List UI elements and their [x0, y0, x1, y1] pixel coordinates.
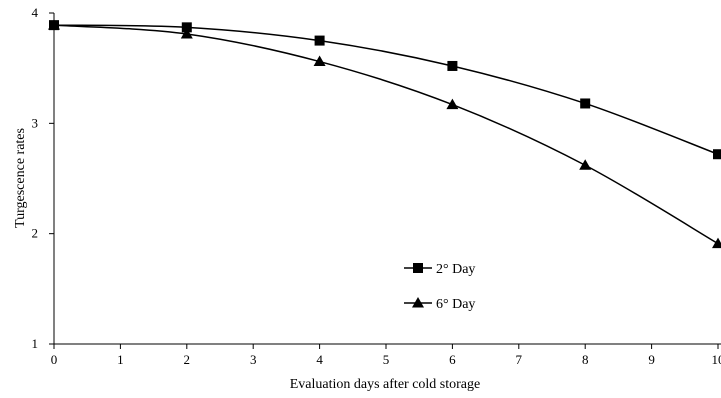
series-2-day-point	[314, 35, 325, 46]
legend-2-day-marker	[413, 263, 423, 273]
series-6-day-point	[313, 55, 326, 67]
x-axis-title: Evaluation days after cold storage	[290, 377, 480, 392]
series-6-day-point	[48, 19, 60, 30]
x-tick-label: 4	[316, 352, 323, 367]
series-2-day-point	[181, 22, 192, 33]
x-tick-label: 2	[184, 352, 191, 367]
series-2-day-point	[580, 98, 591, 109]
y-tick-label: 3	[32, 115, 39, 130]
x-tick-label: 8	[582, 352, 589, 367]
series-6-day-point	[446, 98, 459, 110]
y-axis-title: Turgescence rates	[13, 128, 28, 228]
x-tick-label: 7	[516, 352, 523, 367]
series-6-day-point	[579, 159, 592, 170]
plot-area: 0123456789101234	[32, 5, 721, 367]
x-tick-label: 9	[648, 352, 655, 367]
legend-2-day-label: 2° Day	[436, 262, 475, 277]
series-6-day-point	[712, 237, 721, 249]
series-6-day-point	[180, 27, 193, 39]
series-6-day-line	[53, 24, 719, 245]
x-tick-label: 3	[250, 352, 257, 367]
y-tick-label: 2	[32, 226, 39, 241]
series-2-day-point	[713, 149, 721, 160]
x-tick-label: 1	[117, 352, 124, 367]
legend-6-day-marker	[412, 297, 424, 308]
series-2-day-line	[53, 24, 719, 155]
x-tick-label: 6	[449, 352, 456, 367]
y-tick-label: 1	[32, 336, 39, 351]
series-2-day-point	[447, 60, 458, 71]
x-tick-label: 0	[51, 352, 58, 367]
legend-6-day-label: 6° Day	[436, 297, 475, 312]
legend: 2° Day 6° Day	[404, 262, 475, 312]
x-tick-label: 5	[383, 352, 390, 367]
x-tick-label: 10	[712, 352, 721, 367]
y-tick-label: 4	[32, 5, 39, 20]
